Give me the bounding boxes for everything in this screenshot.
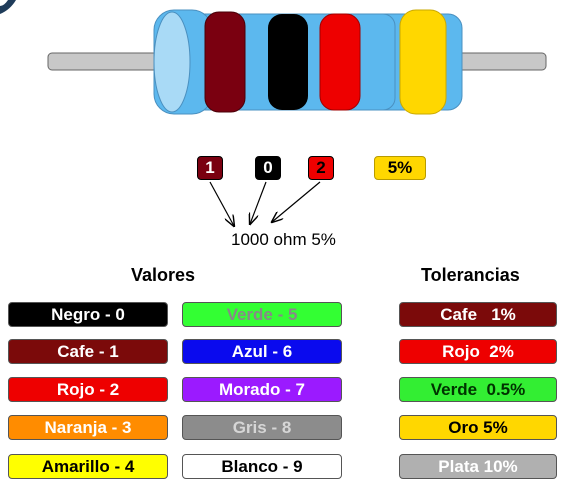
band-3 xyxy=(320,14,360,110)
band-1 xyxy=(205,12,245,112)
value-swatch: Cafe - 1 xyxy=(8,339,168,364)
tolerance-swatch-label: Cafe 1% xyxy=(440,305,516,325)
value-swatch: Negro - 0 xyxy=(8,302,168,327)
logo-fragment-icon xyxy=(0,0,16,14)
code-digit-1: 1 xyxy=(197,156,223,180)
code-tolerance: 5% xyxy=(374,156,426,180)
value-swatch-label: Verde - 5 xyxy=(227,305,298,325)
arrow-digit-1 xyxy=(210,182,234,226)
code-multiplier-label: 2 xyxy=(316,158,325,178)
tolerance-swatch-label: Rojo 2% xyxy=(442,342,514,362)
tolerance-swatch: Plata 10% xyxy=(399,454,557,479)
tolerance-swatch: Verde 0.5% xyxy=(399,377,557,402)
value-swatch-label: Rojo - 2 xyxy=(57,380,119,400)
right-lead xyxy=(448,53,546,70)
tolerance-swatch-label: Oro 5% xyxy=(448,418,508,438)
value-swatch-label: Blanco - 9 xyxy=(221,457,302,477)
value-swatch-label: Cafe - 1 xyxy=(57,342,118,362)
resistor-diagram xyxy=(0,0,571,250)
value-swatch-label: Naranja - 3 xyxy=(45,418,132,438)
value-swatch: Azul - 6 xyxy=(182,339,342,364)
value-swatch: Gris - 8 xyxy=(182,415,342,440)
band-tolerance xyxy=(400,10,446,114)
code-digit-2-label: 0 xyxy=(263,158,272,178)
code-multiplier: 2 xyxy=(308,156,334,180)
tolerance-swatch-label: Verde 0.5% xyxy=(431,380,526,400)
code-digit-2: 0 xyxy=(255,156,281,180)
value-swatch-label: Negro - 0 xyxy=(51,305,125,325)
tolerance-swatch-label: Plata 10% xyxy=(438,457,517,477)
code-tolerance-label: 5% xyxy=(388,158,413,178)
tolerance-swatch: Cafe 1% xyxy=(399,302,557,327)
value-swatch-label: Morado - 7 xyxy=(219,380,305,400)
value-swatch-label: Amarillo - 4 xyxy=(42,457,135,477)
tolerance-swatch: Oro 5% xyxy=(399,415,557,440)
value-swatch: Naranja - 3 xyxy=(8,415,168,440)
values-heading: Valores xyxy=(131,265,195,286)
value-swatch: Rojo - 2 xyxy=(8,377,168,402)
value-swatch: Blanco - 9 xyxy=(182,454,342,479)
band-2 xyxy=(268,14,308,110)
arrow-multiplier xyxy=(272,182,320,222)
left-lead xyxy=(48,53,168,70)
arrow-digit-2 xyxy=(250,182,266,224)
value-swatch: Verde - 5 xyxy=(182,302,342,327)
value-swatch: Amarillo - 4 xyxy=(8,454,168,479)
left-end-face xyxy=(154,12,190,112)
code-digit-1-label: 1 xyxy=(205,158,214,178)
tolerance-swatch: Rojo 2% xyxy=(399,339,557,364)
value-swatch-label: Azul - 6 xyxy=(232,342,292,362)
value-swatch-label: Gris - 8 xyxy=(233,418,292,438)
tolerances-heading: Tolerancias xyxy=(421,265,520,286)
value-swatch: Morado - 7 xyxy=(182,377,342,402)
resistance-result: 1000 ohm 5% xyxy=(231,230,336,250)
